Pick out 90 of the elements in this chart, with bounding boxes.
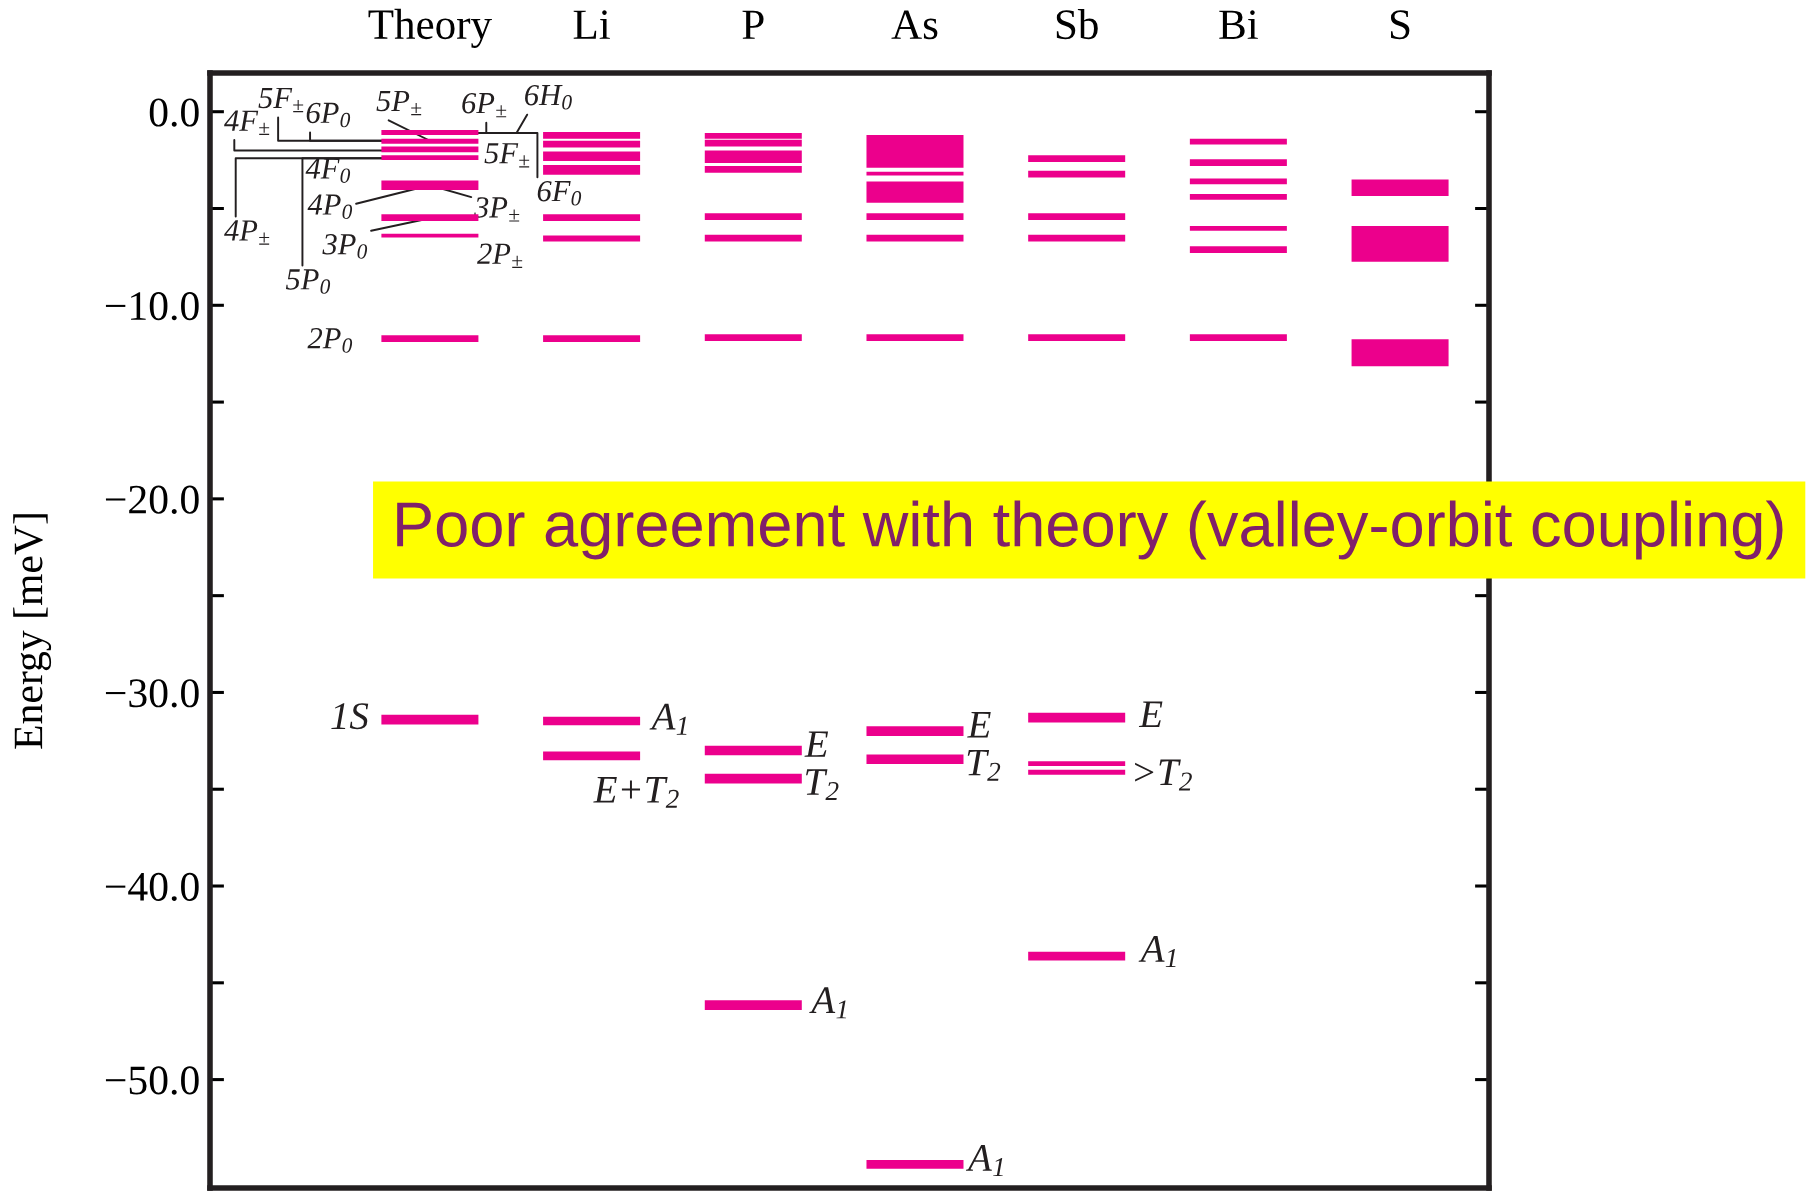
bar (543, 751, 641, 761)
bar (1189, 225, 1287, 231)
annotation: 4F$_{±}$ (224, 110, 270, 135)
bar (1189, 138, 1287, 145)
bar (1028, 213, 1126, 221)
bar (381, 130, 479, 135)
annotation: >T$_{2}$ (1135, 759, 1192, 791)
bar (543, 132, 641, 139)
annotation: T$_{2}$ (967, 749, 1001, 781)
annotation: E+T$_{2}$ (593, 777, 679, 808)
bar (1028, 712, 1126, 723)
annotation: 6H$_{0}$ (525, 84, 572, 110)
y-tick-label: −50.0 (105, 1066, 199, 1095)
bar (866, 754, 964, 765)
bar (381, 233, 479, 238)
bar (381, 335, 479, 343)
bar (1028, 951, 1126, 961)
y-tick-label: −10.0 (105, 292, 199, 321)
bar (866, 181, 964, 203)
annotation: 2P$_{±}$ (477, 243, 523, 268)
bar (866, 334, 964, 342)
bar (704, 150, 802, 164)
annotation: 6F$_{0}$ (537, 180, 582, 206)
bar (704, 165, 802, 173)
bar (704, 1000, 802, 1010)
bar (381, 138, 479, 144)
annotation: A$_{1}$ (965, 1145, 1003, 1177)
annotation: 4P$_{0}$ (307, 194, 353, 219)
annotation: 6P$_{±}$ (462, 92, 507, 118)
annotation: 1S (331, 703, 369, 730)
bar (1189, 159, 1287, 166)
bar (1028, 769, 1126, 775)
bar (866, 1159, 964, 1169)
x-tick-label: Li (573, 10, 610, 39)
annotation: 5P$_{±}$ (376, 90, 422, 116)
bar (381, 155, 479, 161)
x-tick-label: Bi (1219, 10, 1258, 39)
annotation: 5P$_{0}$ (285, 269, 331, 294)
bar (543, 151, 641, 162)
bar (1351, 339, 1449, 367)
annotation: 5F$_{±}$ (258, 87, 304, 113)
bar (1028, 170, 1126, 178)
annotation: E (1138, 701, 1163, 727)
bar (704, 773, 802, 784)
bar (1351, 179, 1449, 196)
annotation: 5F$_{±}$ (484, 143, 530, 168)
bar (543, 716, 641, 726)
bar (381, 714, 479, 725)
bar (1189, 334, 1287, 342)
x-tick-label: Sb (1056, 8, 1098, 40)
bar (704, 334, 802, 342)
annotation: A$_{1}$ (809, 987, 847, 1019)
bar (704, 213, 802, 221)
y-tick-label: 0.0 (149, 98, 199, 127)
bar (381, 180, 479, 191)
annotation: 4P$_{±}$ (224, 220, 270, 245)
bar (866, 213, 964, 221)
bar (543, 140, 641, 148)
annotation: 6P$_{0}$ (306, 102, 351, 128)
y-tick-label: −20.0 (105, 485, 199, 514)
bar (543, 335, 641, 343)
y-tick-label: −40.0 (105, 872, 199, 902)
bar (543, 214, 641, 222)
annotation: 3P$_{0}$ (322, 234, 368, 259)
x-tick-label: As (891, 10, 938, 40)
annotation: 3P$_{±}$ (473, 197, 520, 222)
annotation: A$_{1}$ (649, 703, 687, 735)
bar (1189, 246, 1287, 254)
annotation: T$_{2}$ (806, 769, 839, 801)
bar (543, 164, 641, 175)
x-tick-label: S (1390, 10, 1410, 40)
bar (1189, 193, 1287, 200)
bar (1189, 178, 1287, 185)
bar (866, 171, 964, 176)
bar (1351, 225, 1449, 262)
annotation: E (804, 731, 829, 757)
y-tick-label: −30.0 (105, 679, 199, 708)
bar (866, 134, 964, 168)
bar (1028, 334, 1126, 342)
bar (1028, 761, 1126, 766)
bar (1028, 155, 1126, 163)
annotation: 2P$_{0}$ (307, 328, 353, 353)
annotation: E (967, 712, 991, 738)
bar (704, 745, 802, 756)
annotation: Poor agreement with theory (valley-orbit coupling) (397, 500, 1783, 560)
bar (866, 726, 964, 736)
y-axis-title: Energy [meV] (13, 514, 52, 749)
annotation: A$_{1}$ (1138, 936, 1176, 968)
x-tick-label: Theory (368, 8, 492, 48)
x-tick-label: P (742, 10, 764, 39)
